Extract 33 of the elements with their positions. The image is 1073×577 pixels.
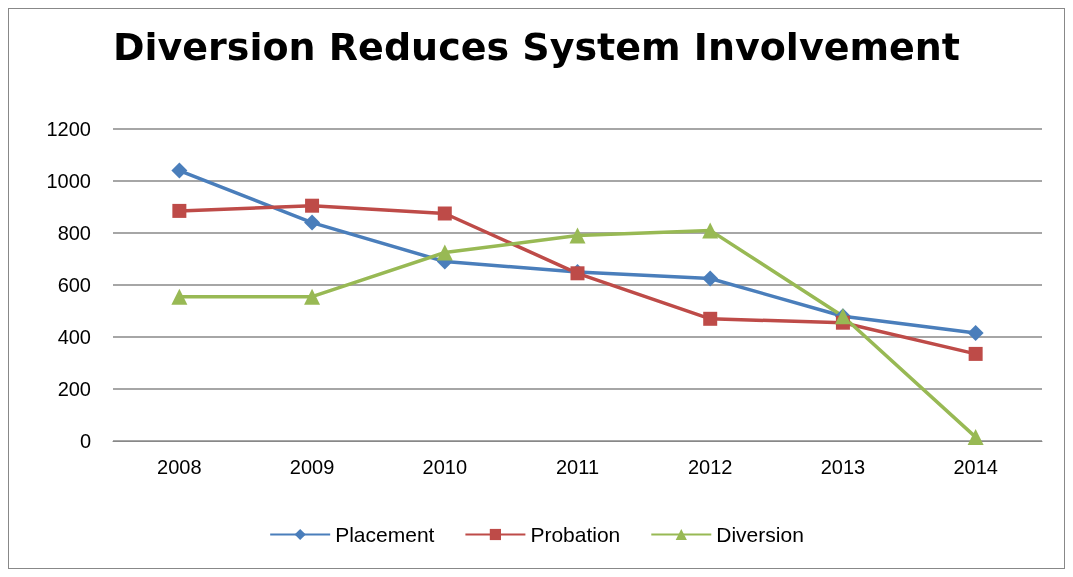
legend-label: Probation [530, 523, 621, 546]
point [703, 311, 718, 326]
point [171, 162, 188, 179]
chart-title: Diversion Reduces System Involvement [112, 25, 961, 69]
point [569, 227, 586, 244]
point [702, 270, 719, 287]
y-tick-label: 1000 [46, 170, 91, 192]
point [171, 288, 188, 305]
point [967, 325, 984, 342]
x-tick-label: 2009 [289, 456, 335, 478]
y-tick-label: 0 [79, 430, 91, 452]
point [436, 244, 453, 261]
y-tick-label: 600 [57, 274, 91, 296]
point [305, 198, 320, 213]
y-tick-label: 800 [57, 222, 91, 244]
point [304, 288, 321, 305]
point [304, 214, 321, 231]
point [968, 346, 983, 361]
point [172, 203, 187, 218]
x-tick-label: 2012 [687, 456, 733, 478]
point [967, 429, 984, 446]
x-tick-label: 2008 [157, 456, 202, 478]
x-tick-label: 2011 [555, 456, 600, 478]
point [702, 222, 719, 239]
y-tick-label: 200 [57, 378, 91, 400]
legend-label: Diversion [716, 523, 804, 546]
y-tick-label: 400 [57, 326, 91, 348]
point [437, 206, 452, 221]
x-tick-label: 2010 [422, 456, 468, 478]
x-tick-label: 2013 [820, 456, 866, 478]
legend-label: Placement [335, 523, 435, 546]
y-tick-label: 1200 [46, 118, 91, 140]
x-tick-label: 2014 [953, 456, 998, 478]
